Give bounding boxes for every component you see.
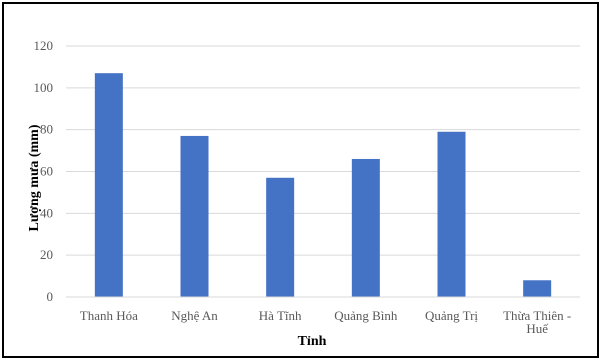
y-tick-label: 0 xyxy=(47,289,54,304)
x-tick-label: Hà Tĩnh xyxy=(259,308,302,323)
bar xyxy=(266,177,295,297)
y-tick-label: 60 xyxy=(40,164,53,179)
y-tick-label: 20 xyxy=(40,247,53,262)
y-tick-label: 80 xyxy=(40,122,53,137)
x-tick-label: Nghệ An xyxy=(171,308,218,323)
x-axis-ticks: Thanh Hóa Nghệ An Hà Tĩnh Quảng Bình Quảng T… xyxy=(80,308,571,336)
y-tick-label: 40 xyxy=(40,205,53,220)
y-tick-label: 100 xyxy=(34,80,54,95)
x-tick-label: Quảng Bình xyxy=(334,308,398,323)
y-axis-ticks: 0 20 40 60 80 100 120 xyxy=(34,38,54,304)
x-axis-label: Tỉnh xyxy=(298,334,327,349)
x-tick-label: Huế xyxy=(526,321,549,336)
bar xyxy=(351,158,380,297)
y-tick-label: 120 xyxy=(34,38,54,53)
bar xyxy=(94,73,123,297)
bar xyxy=(523,280,552,297)
x-tick-label: Quảng Trị xyxy=(425,308,478,323)
bar xyxy=(437,131,466,297)
y-axis-label: Lượng mưa (mm) xyxy=(27,124,42,231)
x-tick-label: Thừa Thiên - xyxy=(503,308,571,323)
gridlines xyxy=(66,45,580,256)
x-tick-label: Thanh Hóa xyxy=(80,308,138,323)
bars xyxy=(94,73,552,297)
bar xyxy=(180,135,209,297)
